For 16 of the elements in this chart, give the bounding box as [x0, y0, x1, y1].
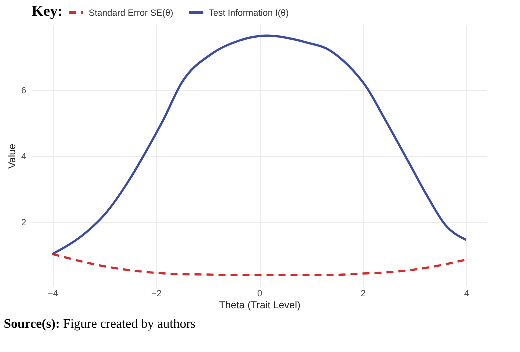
y-axis-title: Value [7, 144, 18, 169]
source-note: Source(s): Figure created by authors [4, 316, 197, 332]
x-tick-label: 4 [464, 288, 470, 298]
y-tick-label: 6 [21, 85, 26, 96]
x-tick-label: −2 [151, 288, 162, 298]
x-tick-label: −4 [48, 288, 58, 298]
x-axis-title: Theta (Trait Level) [219, 300, 301, 312]
line-series [52, 34, 468, 256]
legend-label: Standard Error SE(θ) [89, 8, 174, 18]
x-tick-label: 2 [360, 288, 366, 298]
x-tick-label: 0 [257, 288, 263, 298]
legend-label: Test Information I(θ) [209, 8, 290, 18]
legend-title: Key: [32, 4, 63, 20]
y-tick-label: 2 [21, 217, 26, 228]
y-tick-label: 4 [21, 151, 26, 162]
line-series [52, 253, 468, 277]
